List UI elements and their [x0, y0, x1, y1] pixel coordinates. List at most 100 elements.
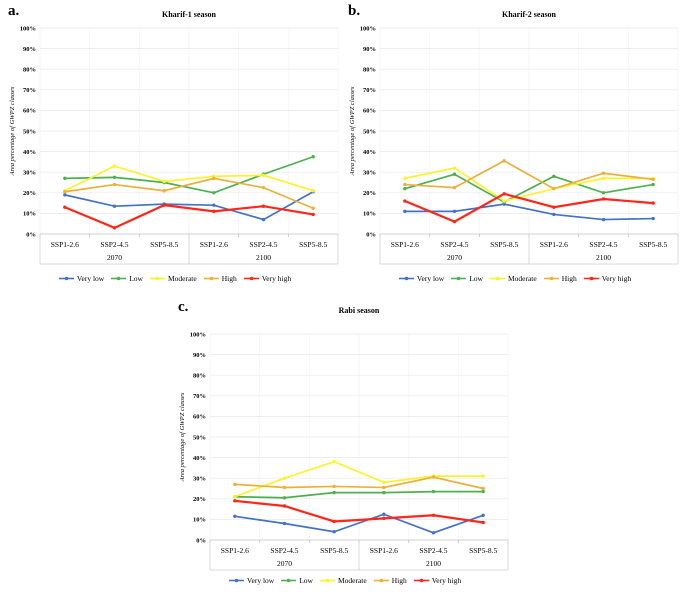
- chart-panel-a: a. Kharif-1 season 0% 10% 20% 30% 40% 50% 60% 7…: [6, 4, 343, 300]
- y-tick-label: 90%: [193, 352, 206, 359]
- y-tick-label: 10%: [193, 517, 206, 524]
- y-tick-label: 80%: [23, 67, 36, 74]
- series-line-low: [404, 173, 654, 204]
- y-tick-label: 70%: [23, 87, 36, 94]
- y-axis-title: Area percentage of GWPZ classes: [349, 86, 356, 176]
- legend-item-label: Very high: [431, 576, 462, 585]
- legend-item-label: Moderate: [337, 576, 367, 585]
- y-tick-label: 50%: [363, 128, 376, 135]
- x-tick-label: SSP2-4.5: [100, 240, 128, 249]
- y-tick-label: 100%: [360, 25, 376, 32]
- series-line-very-low: [234, 513, 484, 534]
- x-tick-labels: SSP1-2.6 SSP2-4.5 SSP5-8.5 SSP1-2.6 SSP2-4.5…: [391, 240, 668, 249]
- legend-item-moderate: Moderate: [319, 576, 367, 585]
- x-tick-label: SSP2-4.5: [249, 240, 277, 249]
- chart-legend-c: Very low Low Moderate High Very high: [176, 576, 513, 585]
- group-label: 2070: [107, 253, 122, 262]
- panel-label-c: c.: [178, 299, 189, 315]
- legend-item-label: Moderate: [167, 274, 197, 283]
- x-tick-labels: SSP1-2.6 SSP2-4.5 SSP5-8.5 SSP1-2.6 SSP2-4.5…: [51, 240, 328, 249]
- group-label: 2070: [447, 253, 462, 262]
- y-tick-label: 100%: [20, 25, 36, 32]
- moderate-legend-marker-icon: [489, 276, 505, 281]
- x-tick-label: SSP1-2.6: [200, 240, 228, 249]
- panel-label-b: b.: [348, 3, 361, 19]
- legend-item-label: High: [391, 576, 407, 585]
- y-tick-label: 90%: [363, 46, 376, 53]
- chart-plot-a: 0% 10% 20% 30% 40% 50% 60% 70% 80% 90% 100% SSP1-2.…: [9, 25, 339, 265]
- legend-item-moderate: Moderate: [489, 274, 537, 283]
- y-tick-label: 30%: [193, 476, 206, 483]
- chart-title-a: Kharif-1 season: [162, 10, 216, 19]
- legend-item-very-high: Very high: [413, 576, 461, 585]
- y-tick-label: 10%: [23, 211, 36, 218]
- horizontal-gridlines: [380, 27, 678, 214]
- series-markers-very-high: [63, 203, 315, 230]
- y-tick-label: 30%: [363, 170, 376, 177]
- y-tick-label: 20%: [23, 190, 36, 197]
- series-line-high: [404, 159, 654, 190]
- legend-item-label: Very low: [416, 274, 445, 283]
- y-tick-label: 50%: [23, 128, 36, 135]
- series-markers-high: [233, 475, 485, 491]
- series-line-very-high: [404, 192, 654, 223]
- y-tick-label: 70%: [193, 393, 206, 400]
- chart-panel-c: c. Rabi season 0% 10% 20% 30% 40% 50% 60% 70% 80…: [176, 300, 513, 596]
- chart-title-c: Rabi season: [338, 306, 380, 315]
- x-tick-label: SSP2-4.5: [270, 546, 298, 555]
- series-markers-very-high: [233, 499, 485, 525]
- y-axis-title: Area percentage of GWPZ classes: [9, 86, 16, 176]
- group-label: 2100: [426, 559, 441, 568]
- legend-item-label: Low: [469, 274, 483, 283]
- legend-item-high: High: [203, 274, 237, 283]
- y-tick-label: 0%: [26, 231, 36, 238]
- y-tick-label: 60%: [363, 108, 376, 115]
- x-tick-label: SSP1-2.6: [540, 240, 568, 249]
- panel-label-a: a.: [8, 3, 20, 19]
- group-label: 2070: [277, 559, 292, 568]
- series-markers-very-high: [403, 192, 655, 224]
- series-line-moderate: [234, 460, 484, 498]
- legend-item-label: Moderate: [507, 274, 537, 283]
- very-high-legend-marker-icon: [583, 276, 599, 281]
- chart-legend-b: Very low Low Moderate High Very high: [346, 274, 683, 283]
- legend-item-label: Very high: [601, 274, 632, 283]
- y-tick-label: 20%: [363, 190, 376, 197]
- high-legend-marker-icon: [203, 276, 219, 281]
- series-line-very-high: [234, 499, 484, 524]
- y-tick-label: 60%: [193, 414, 206, 421]
- chart-panel-b: b. Kharif-2 season 0% 10% 20% 30% 40% 50% 60% 7…: [346, 4, 683, 300]
- y-tick-label: 0%: [196, 537, 206, 544]
- low-legend-marker-icon: [111, 276, 127, 281]
- high-legend-marker-icon: [543, 276, 559, 281]
- very-low-legend-marker-icon: [58, 276, 74, 281]
- chart-plot-c: 0% 10% 20% 30% 40% 50% 60% 70% 80% 90% 100% SSP1-2.…: [179, 331, 509, 571]
- y-tick-label: 50%: [193, 434, 206, 441]
- y-tick-label: 40%: [23, 149, 36, 156]
- series-line-low: [234, 490, 484, 499]
- series-line-very-high: [64, 204, 314, 230]
- chart-plot-b: 0% 10% 20% 30% 40% 50% 60% 70% 80% 90% 100% SSP1-2.…: [349, 25, 679, 265]
- legend-item-very-low: Very low: [228, 576, 274, 585]
- legend-item-very-low: Very low: [58, 274, 104, 283]
- series-line-moderate: [404, 167, 654, 202]
- x-tick-label: SSP5-8.5: [639, 240, 667, 249]
- moderate-legend-marker-icon: [319, 578, 335, 583]
- group-separators: [39, 234, 339, 264]
- y-tick-labels: 0% 10% 20% 30% 40% 50% 60% 70% 80% 90% 100%: [190, 331, 206, 544]
- very-low-legend-marker-icon: [228, 578, 244, 583]
- x-tick-label: SSP5-8.5: [299, 240, 327, 249]
- moderate-legend-marker-icon: [149, 276, 165, 281]
- legend-item-label: Very low: [246, 576, 275, 585]
- x-tick-label: SSP5-8.5: [320, 546, 348, 555]
- horizontal-gridlines: [40, 27, 338, 214]
- group-separators: [209, 540, 509, 570]
- series-line-high: [234, 476, 484, 490]
- legend-item-low: Low: [110, 274, 143, 283]
- y-tick-label: 0%: [366, 231, 376, 238]
- chart-legend-a: Very low Low Moderate High Very high: [6, 274, 343, 283]
- legend-item-very-high: Very high: [583, 274, 631, 283]
- y-tick-label: 10%: [363, 211, 376, 218]
- low-legend-marker-icon: [451, 276, 467, 281]
